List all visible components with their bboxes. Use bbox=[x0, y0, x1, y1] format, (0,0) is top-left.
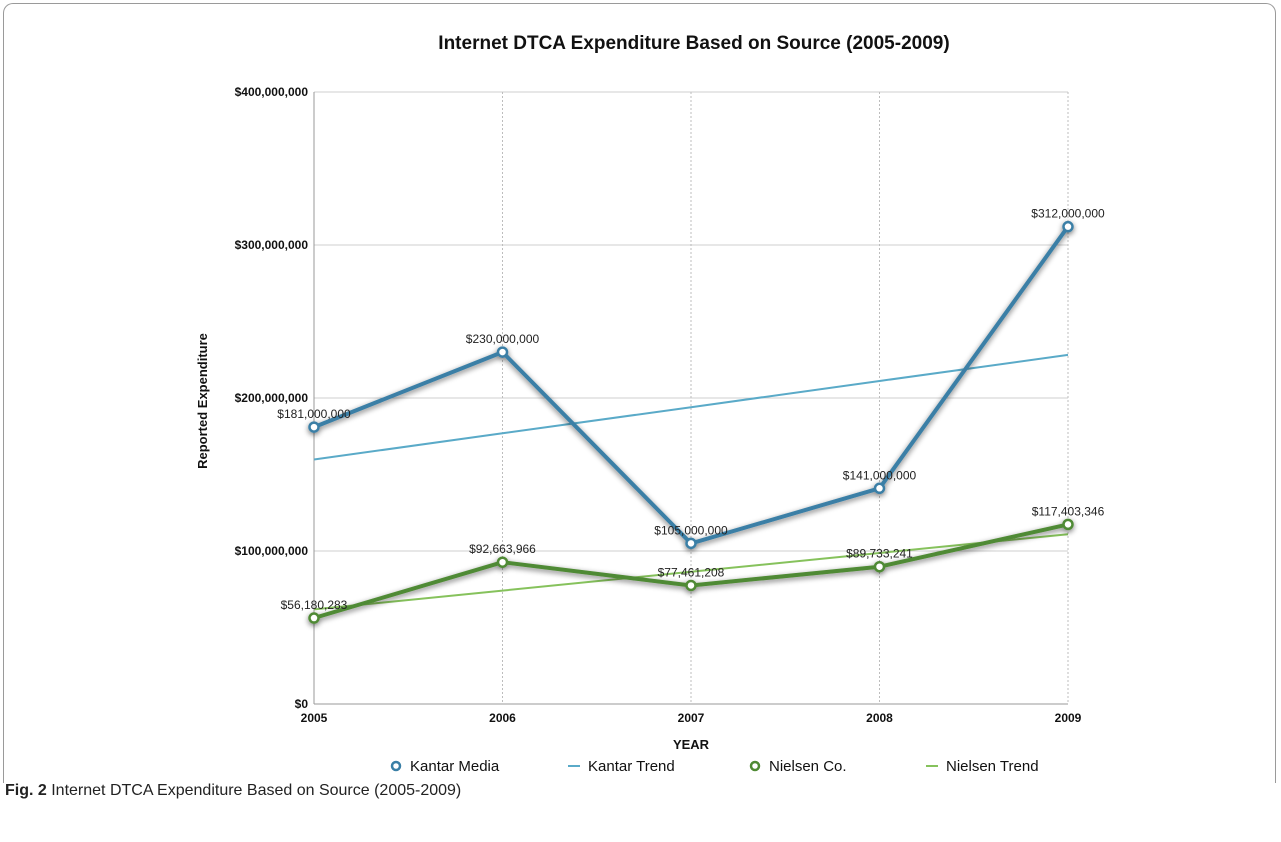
figure-frame: Internet DTCA Expenditure Based on Sourc… bbox=[3, 3, 1276, 783]
y-tick-label: $300,000,000 bbox=[235, 238, 309, 252]
legend-item: Kantar Trend bbox=[568, 758, 675, 775]
data-point bbox=[685, 537, 697, 550]
data-point bbox=[1062, 220, 1074, 233]
grid bbox=[313, 91, 1069, 705]
legend-item: Nielsen Co. bbox=[749, 758, 847, 775]
legend-item: Nielsen Trend bbox=[926, 758, 1039, 775]
data-label: $77,461,208 bbox=[658, 565, 725, 579]
data-label: $230,000,000 bbox=[466, 332, 540, 346]
chart-title: Internet DTCA Expenditure Based on Sourc… bbox=[438, 33, 949, 54]
legend-marker bbox=[749, 760, 761, 772]
data-series bbox=[308, 220, 1074, 624]
figure-caption-text: Internet DTCA Expenditure Based on Sourc… bbox=[51, 782, 462, 799]
data-label: $105,000,000 bbox=[654, 523, 728, 537]
legend: Kantar Media Kantar Trend Nielsen Co. Niels… bbox=[390, 758, 1039, 775]
data-point bbox=[873, 560, 886, 573]
y-tick-label: $200,000,000 bbox=[235, 391, 309, 405]
data-point bbox=[1062, 518, 1074, 531]
data-label: $89,733,241 bbox=[846, 547, 913, 561]
legend-marker bbox=[390, 760, 402, 772]
figure-label: Fig. 2 bbox=[5, 782, 47, 799]
y-axis-label: Reported Expenditure bbox=[195, 333, 210, 469]
data-label: $312,000,000 bbox=[1031, 207, 1105, 221]
legend-label: Kantar Trend bbox=[588, 758, 675, 775]
trend-lines bbox=[313, 353, 1069, 611]
tick-labels: $0 $100,000,000 $200,000,000 $300,000,000 $4… bbox=[235, 85, 1082, 725]
x-tick-label: 2009 bbox=[1055, 711, 1082, 725]
x-tick-label: 2006 bbox=[489, 711, 516, 725]
data-point bbox=[496, 556, 509, 568]
data-label: $92,663,966 bbox=[469, 542, 536, 556]
series-nielsen-co- bbox=[308, 518, 1074, 624]
data-point bbox=[308, 612, 320, 624]
x-axis-label: YEAR bbox=[673, 737, 710, 752]
data-point bbox=[308, 421, 320, 433]
x-tick-label: 2008 bbox=[866, 711, 893, 725]
data-point bbox=[496, 346, 509, 358]
data-point bbox=[873, 482, 886, 495]
line-chart: Internet DTCA Expenditure Based on Sourc… bbox=[195, 33, 1105, 775]
y-tick-label: $100,000,000 bbox=[235, 544, 309, 558]
y-tick-label: $0 bbox=[295, 697, 309, 711]
x-tick-label: 2005 bbox=[301, 711, 328, 725]
y-tick-label: $400,000,000 bbox=[235, 85, 309, 99]
data-label: $56,180,283 bbox=[281, 598, 348, 612]
series-kantar-media bbox=[308, 220, 1074, 550]
legend-label: Nielsen Trend bbox=[946, 758, 1039, 775]
x-tick-label: 2007 bbox=[678, 711, 705, 725]
data-label: $117,403,346 bbox=[1032, 504, 1105, 518]
legend-label: Nielsen Co. bbox=[769, 758, 847, 775]
data-label: $181,000,000 bbox=[277, 407, 351, 421]
data-point bbox=[685, 579, 697, 592]
legend-label: Kantar Media bbox=[410, 758, 500, 775]
data-labels: $181,000,000 $230,000,000 $105,000,000 $141… bbox=[277, 207, 1105, 612]
legend-item: Kantar Media bbox=[390, 758, 500, 775]
data-label: $141,000,000 bbox=[843, 468, 917, 482]
trend-line-nielsen-trend bbox=[313, 533, 1069, 611]
figure-caption: Fig. 2 Internet DTCA Expenditure Based o… bbox=[5, 782, 461, 800]
trend-line-kantar-trend bbox=[313, 353, 1069, 461]
